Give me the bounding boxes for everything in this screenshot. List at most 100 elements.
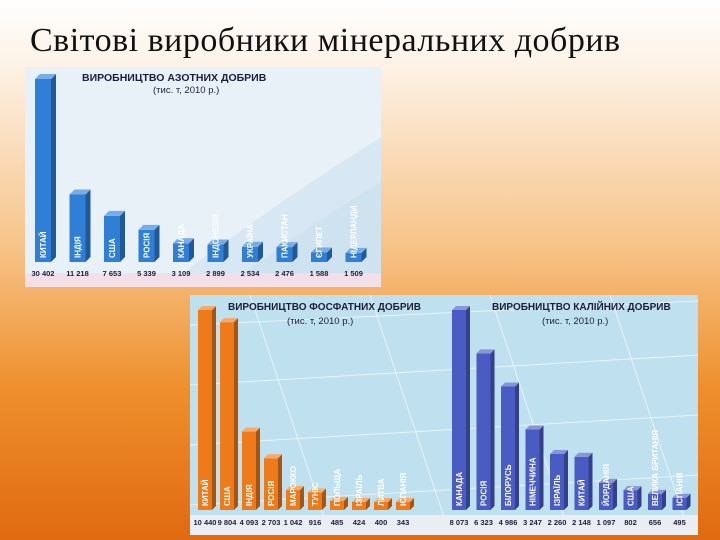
phosphate-bar-side [322,488,326,510]
nitrogen-value-label: 2 476 [275,269,294,278]
potash-bar-канада [452,306,470,510]
nitrogen-bar-top [138,224,160,230]
phosphate-bar-front [264,458,278,510]
phosphate-bar-росія [264,454,282,510]
potash-bar-німеччина [525,425,544,510]
potash-value-label: 1 097 [597,518,616,527]
phosphate-value-label: 1 042 [284,518,303,527]
potash-value-label: 656 [649,518,662,527]
nitrogen-category-label: США [108,238,117,258]
nitrogen-bar-front [35,79,51,262]
potash-category-label: НІМЕЧЧИНА [529,457,538,506]
nitrogen-value-label: 2 899 [206,269,225,278]
potash-value-label: 6 323 [474,518,493,527]
potash-value-label: 3 247 [523,518,542,527]
phosphate-bar-side [344,496,348,510]
phosphate-bar-top [352,497,370,502]
nitrogen-bar-індія [69,189,91,262]
nitrogen-category-label: ЄГИПЕТ [315,226,324,258]
nitrogen-value-label: 2 534 [241,269,261,278]
potash-value-label: 495 [673,518,686,527]
nitrogen-bar-нідерланди [345,247,367,262]
nitrogen-bar-top [35,74,56,79]
potash-value-label: 4 986 [499,518,518,527]
nitrogen-value-label: 11 218 [66,269,89,278]
nitrogen-bar-side [85,189,91,262]
nitrogen-value-label: 5 339 [137,269,156,278]
potash-bar-top [525,425,544,430]
potash-bar-top [476,349,495,354]
potash-bar-top [452,306,470,310]
nitrogen-category-label: ІНДІЯ [74,236,83,258]
phosphate-bar-side [366,497,370,510]
potash-bar-front [574,456,589,510]
nitrogen-category-label: ІНДОНЕЗІЯ [212,214,221,258]
nitrogen-category-label: НІДЕРЛАНДИ [350,205,359,258]
phosphate-value-label: 485 [331,518,344,527]
nitrogen-bar-side [51,74,56,262]
phosphate-bar-top [330,496,348,501]
potash-bar-front [452,310,466,510]
phosphate-bar-китай [198,306,216,510]
nitrogen-value-label: 1 509 [344,269,363,278]
potash-bar-front [525,429,540,510]
potash-bar-top [599,478,617,483]
potash-bar-сша [623,486,642,510]
phosphate-potash-panel: КИТАЙ 10 440 США 9 804 ІНДІЯ 4 093 РОСІЯ 2 703 М… [190,295,698,535]
nitrogen-bar-top [276,242,298,248]
phosphate-category-label: ІЗРАЇЛЬ [355,475,364,506]
nitrogen-value-label: 3 109 [172,269,191,278]
potash-bar-side [539,425,544,510]
potash-bar-росія [476,349,495,510]
phosphate-bar-top [286,486,304,491]
phosphate-bar-front [286,490,300,510]
potash-bar-йорданія [599,478,617,510]
potash-bar-top [623,486,642,491]
nitrogen-bar-top [207,239,229,245]
phosphate-bar-сша [220,318,238,510]
nitrogen-bar-top [173,238,194,244]
nitrogen-chart-subtitle: (тис. т, 2010 р.) [153,85,219,96]
phosphate-chart-title: ВИРОБНИЦТВО ФОСФАТНИХ ДОБРИВ [228,302,421,313]
potash-bar-ізраїль [550,450,568,510]
potash-bar-side [564,450,568,510]
potash-category-label: БІЛОРУСЬ [504,464,513,506]
potash-bar-top [501,382,519,387]
potash-bar-front [476,353,491,510]
nitrogen-bar-top [104,210,125,216]
nitrogen-category-label: РОСІЯ [143,233,152,258]
potash-bar-side [588,452,593,510]
nitrogen-bar-side [120,210,125,262]
nitrogen-bar-front [242,246,258,262]
nitrogen-bar-top [69,189,91,195]
potash-value-label: 8 073 [450,518,469,527]
potash-bar-front [672,497,687,510]
potash-category-label: КИТАЙ [578,479,587,506]
nitrogen-bar-front [173,243,189,262]
potash-bar-side [613,478,617,510]
phosphate-value-label: 10 440 [194,518,217,527]
potash-bar-велика-британія [648,489,666,510]
phosphate-bar-front [396,502,410,510]
nitrogen-bar-сша [104,210,125,262]
potash-bar-side [490,349,495,510]
phosphate-bar-side [278,454,282,510]
phosphate-chart-subtitle: (тис. т, 2010 р.) [287,316,353,327]
phosphate-value-label: 400 [375,518,388,527]
nitrogen-bar-side [223,239,229,262]
phosphate-bar-front [308,492,322,510]
potash-value-label: 802 [624,518,637,527]
phosphate-bar-top [396,498,414,502]
potash-bar-top [574,452,593,457]
potash-bar-білорусь [501,382,519,510]
potash-bar-side [637,486,642,510]
nitrogen-bar-side [189,238,194,262]
potash-bar-front [648,493,662,510]
potash-bar-side [515,382,519,510]
phosphate-category-label: ПОЛЬЩА [333,469,342,506]
phosphate-bar-top [374,498,392,502]
phosphate-bar-front [220,322,234,510]
phosphate-category-label: США [223,486,232,506]
potash-category-label: КАНАДА [455,472,464,506]
nitrogen-category-label: КИТАЙ [39,231,48,258]
